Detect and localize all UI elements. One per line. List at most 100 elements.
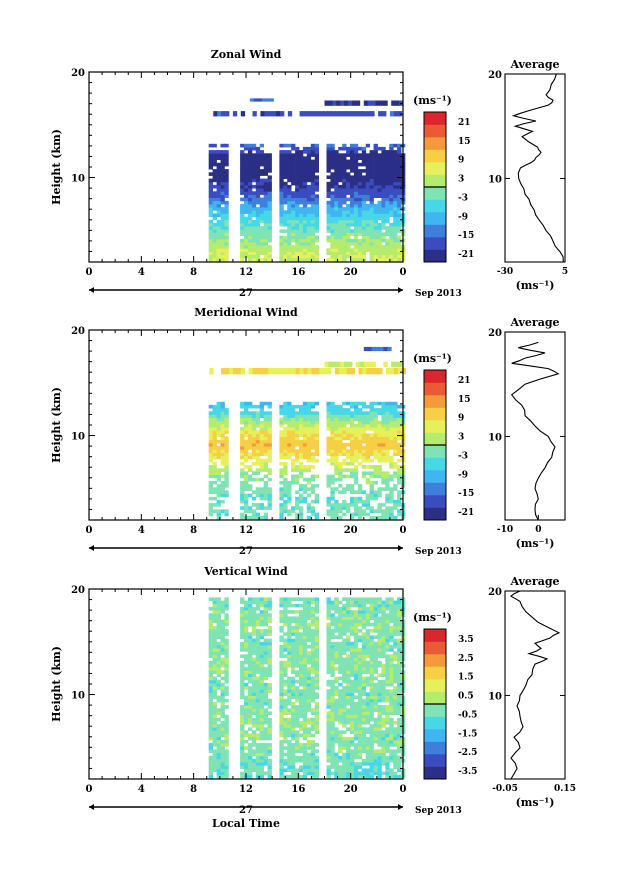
heat-cell xyxy=(350,446,355,450)
heat-cell xyxy=(251,194,257,198)
heat-cell xyxy=(342,717,347,722)
heat-cell xyxy=(326,774,331,779)
heat-cell xyxy=(216,632,221,636)
heat-cell xyxy=(397,420,402,425)
heat-cell xyxy=(251,736,257,741)
heat-cell xyxy=(259,468,264,472)
heat-cell xyxy=(240,720,245,725)
heat-cell xyxy=(212,676,217,681)
heat-cell xyxy=(334,169,339,173)
heat-cell xyxy=(220,455,225,460)
heat-cell xyxy=(338,414,343,418)
heat-cell xyxy=(295,468,300,472)
heat-cell xyxy=(334,197,339,202)
heat-cell xyxy=(283,739,288,744)
heat-cell xyxy=(350,427,355,431)
heat-cell xyxy=(283,692,288,696)
heat-cell xyxy=(208,474,213,479)
heat-cell xyxy=(314,676,319,681)
heat-cell xyxy=(393,235,398,240)
heat-cell xyxy=(342,191,347,195)
heat-cell xyxy=(338,755,343,760)
heat-cell xyxy=(259,235,264,240)
heat-cell xyxy=(220,705,225,709)
heat-cell xyxy=(350,159,355,164)
heat-cell xyxy=(381,733,386,738)
heat-cell xyxy=(346,758,351,763)
heat-cell xyxy=(257,98,263,102)
heat-cell xyxy=(279,673,284,677)
heat-cell xyxy=(248,689,253,693)
heat-cell xyxy=(279,153,284,157)
heat-cell xyxy=(295,743,300,747)
heat-cell xyxy=(251,676,257,681)
heat-cell xyxy=(248,172,253,176)
heat-cell xyxy=(330,698,335,703)
heat-cell xyxy=(357,219,363,224)
heat-cell xyxy=(259,178,264,183)
heat-cell xyxy=(220,603,225,608)
heat-cell xyxy=(397,446,402,450)
heat-cell xyxy=(287,411,292,415)
heat-cell xyxy=(263,436,268,441)
heat-cell xyxy=(259,771,264,776)
heat-cell xyxy=(212,461,217,466)
heat-cell xyxy=(365,714,370,719)
heat-cell xyxy=(251,641,257,646)
heat-cell xyxy=(377,509,382,513)
heat-cell xyxy=(346,597,351,601)
heat-cell xyxy=(346,606,351,611)
heat-cell xyxy=(291,226,296,230)
heat-cell xyxy=(263,254,268,259)
heat-cell xyxy=(279,619,284,624)
heat-cell xyxy=(326,503,331,507)
heat-cell xyxy=(377,720,382,725)
heat-cell xyxy=(259,503,264,507)
heat-cell xyxy=(283,484,288,488)
heat-cell xyxy=(393,368,399,375)
heat-cell xyxy=(342,771,347,776)
heat-cell xyxy=(244,622,249,627)
heat-cell xyxy=(346,184,351,189)
heat-cell xyxy=(208,184,213,189)
heat-cell xyxy=(279,468,284,472)
heat-cell xyxy=(295,654,300,658)
heat-cell xyxy=(314,194,319,198)
heat-cell xyxy=(208,765,213,769)
heat-cell xyxy=(255,600,261,605)
heat-cell xyxy=(287,493,292,498)
heat-cell xyxy=(212,758,217,763)
heat-cell xyxy=(334,433,339,437)
heat-cell xyxy=(389,172,394,176)
heat-cell xyxy=(377,749,382,753)
heat-cell xyxy=(267,496,272,501)
heat-cell xyxy=(216,222,221,227)
heat-cell xyxy=(334,499,339,504)
heat-cell xyxy=(326,216,331,221)
heat-cell xyxy=(350,755,355,760)
heat-cell xyxy=(299,648,304,652)
heat-cell xyxy=(330,619,335,624)
heat-cell xyxy=(357,765,363,769)
heat-cell xyxy=(302,597,308,601)
heat-cell xyxy=(338,515,343,520)
heat-cell xyxy=(369,733,374,738)
heat-cell xyxy=(346,219,351,224)
heat-cell xyxy=(377,194,382,198)
heat-cell xyxy=(353,191,359,195)
heat-cell xyxy=(330,708,335,712)
heat-cell xyxy=(244,487,249,491)
heat-cell xyxy=(267,673,272,677)
heat-cell xyxy=(240,433,245,437)
heat-cell xyxy=(220,749,225,753)
heat-cell xyxy=(346,676,351,681)
heat-cell xyxy=(342,238,347,243)
heat-cell xyxy=(338,468,343,472)
heat-cell xyxy=(361,714,367,719)
heat-cell xyxy=(295,159,300,164)
heat-cell xyxy=(314,597,319,601)
heat-cell xyxy=(385,749,390,753)
heat-cell xyxy=(244,758,249,763)
heat-cell xyxy=(259,251,264,255)
heat-cell xyxy=(330,727,335,731)
